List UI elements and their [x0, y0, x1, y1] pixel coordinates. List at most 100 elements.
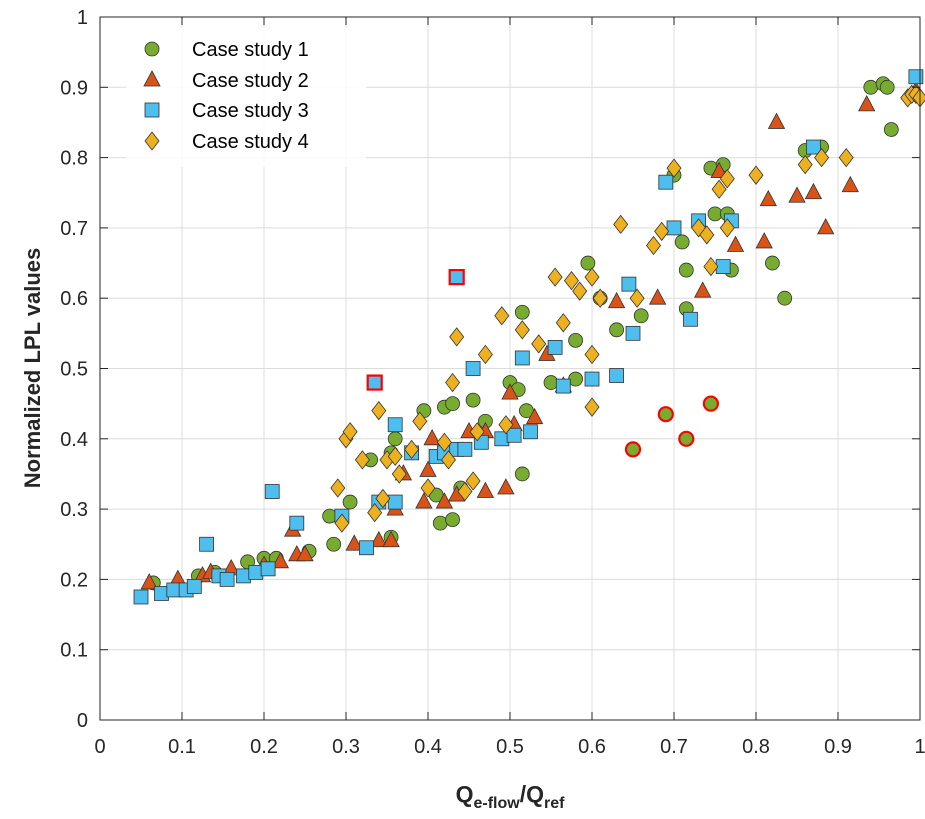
data-point-circle: [883, 122, 899, 137]
x-tick-labels: 0 0.1 0.2 0.3 0.4 0.5 0.6 0.7 0.8 0.9 1: [94, 736, 925, 758]
data-point-diamond: [404, 439, 420, 459]
data-point-diamond: [711, 179, 727, 199]
data-point-diamond: [572, 281, 588, 301]
data-point-diamond: [531, 334, 547, 354]
y-tick-label: 0.9: [60, 77, 88, 99]
data-point-circle: [465, 392, 481, 408]
data-point-diamond: [367, 502, 383, 523]
data-point-diamond: [498, 415, 514, 435]
data-point-diamond: [547, 267, 563, 287]
data-point-square: [806, 139, 821, 155]
data-point-square: [683, 311, 698, 327]
data-point-square: [506, 427, 522, 443]
data-point-triangle: [804, 182, 823, 200]
legend-label-2: Case study 2: [192, 70, 309, 92]
data-point-circle: [568, 332, 583, 348]
highlighted-points: [366, 269, 720, 458]
data-point-triangle: [710, 161, 728, 179]
data-point-circle: [863, 79, 879, 95]
data-point-diamond: [699, 225, 715, 245]
data-point-diamond: [457, 481, 473, 502]
legend-label-1: Case study 1: [192, 39, 309, 61]
data-point-triangle: [788, 186, 806, 203]
data-point-circle: [514, 304, 530, 320]
data-point-diamond: [420, 478, 436, 498]
data-point-diamond: [584, 397, 600, 417]
data-point-diamond: [436, 432, 452, 452]
legend-marker-triangle: [143, 70, 161, 87]
y-tick-label: 0.7: [60, 218, 88, 240]
data-point-diamond: [342, 422, 358, 442]
data-point-triangle: [648, 288, 667, 305]
data-point-triangle: [435, 492, 454, 509]
data-point-triangle: [423, 428, 441, 446]
data-point-diamond: [477, 344, 493, 365]
y-tick-label: 0.1: [60, 640, 88, 662]
data-point-diamond: [465, 471, 481, 491]
data-point-square: [555, 378, 571, 394]
y-axis-label: Normalized LPL values: [20, 248, 45, 488]
data-point-diamond: [654, 221, 670, 242]
data-point-triangle: [501, 383, 519, 400]
data-point-circle: [514, 466, 530, 482]
series-2: [140, 80, 925, 590]
x-label-sub2: ref: [544, 795, 565, 812]
data-point-circle: [674, 234, 690, 250]
y-tick-label: 1: [77, 7, 88, 29]
data-point-triangle: [858, 95, 876, 112]
data-point-diamond: [814, 147, 830, 168]
legend-markers: [143, 41, 161, 151]
data-point-diamond: [449, 327, 465, 347]
x-tick-label: 0.6: [578, 736, 606, 758]
legend-marker-circle: [144, 41, 160, 57]
data-point-diamond: [838, 147, 854, 168]
data-point-diamond: [354, 450, 370, 470]
y-tick-label: 0.4: [60, 429, 88, 451]
data-point-square: [908, 69, 924, 85]
highlighted-point-circle: [657, 406, 674, 423]
data-point-triangle: [476, 481, 495, 498]
data-point-triangle: [271, 551, 290, 569]
legend-box: [126, 27, 366, 167]
data-point-triangle: [841, 175, 859, 193]
data-point-diamond: [666, 158, 682, 178]
data-point-triangle: [497, 478, 515, 495]
x-tick-label: 0: [94, 736, 105, 758]
data-point-diamond: [330, 478, 346, 498]
data-point-square: [514, 350, 530, 366]
data-point-diamond: [613, 214, 629, 235]
data-point-diamond: [719, 169, 735, 189]
data-point-square: [166, 582, 182, 598]
x-label-q2: Q: [526, 781, 544, 807]
data-point-square: [248, 564, 264, 580]
data-point-square: [133, 589, 149, 605]
data-point-diamond: [592, 288, 608, 308]
data-point-circle: [633, 308, 649, 324]
x-tick-label: 0.3: [332, 736, 360, 758]
data-point-square: [547, 340, 563, 355]
data-point-square: [154, 586, 169, 601]
data-point-square: [260, 561, 276, 577]
data-point-square: [621, 276, 637, 292]
y-tick-label: 0: [77, 710, 88, 732]
x-tick-label: 0.9: [824, 736, 852, 758]
highlighted-point-square: [448, 269, 465, 286]
data-point-square: [359, 540, 374, 556]
axis-ticks: [99, 16, 921, 721]
data-point-diamond: [629, 288, 645, 308]
data-point-square: [465, 361, 481, 376]
data-points: [133, 69, 925, 605]
data-point-square: [289, 515, 305, 531]
data-point-circle: [609, 322, 624, 338]
data-point-square: [658, 174, 674, 190]
data-point-triangle: [694, 281, 712, 298]
data-point-square: [494, 431, 510, 447]
data-point-square: [609, 368, 624, 383]
x-tick-label: 0.2: [250, 736, 278, 758]
data-point-triangle: [726, 235, 745, 252]
data-point-circle: [765, 255, 780, 271]
x-label-sub1: e-flow: [473, 795, 520, 812]
data-point-square: [199, 536, 215, 552]
y-tick-label: 0.5: [60, 359, 88, 381]
x-tick-label: 1: [914, 736, 925, 758]
